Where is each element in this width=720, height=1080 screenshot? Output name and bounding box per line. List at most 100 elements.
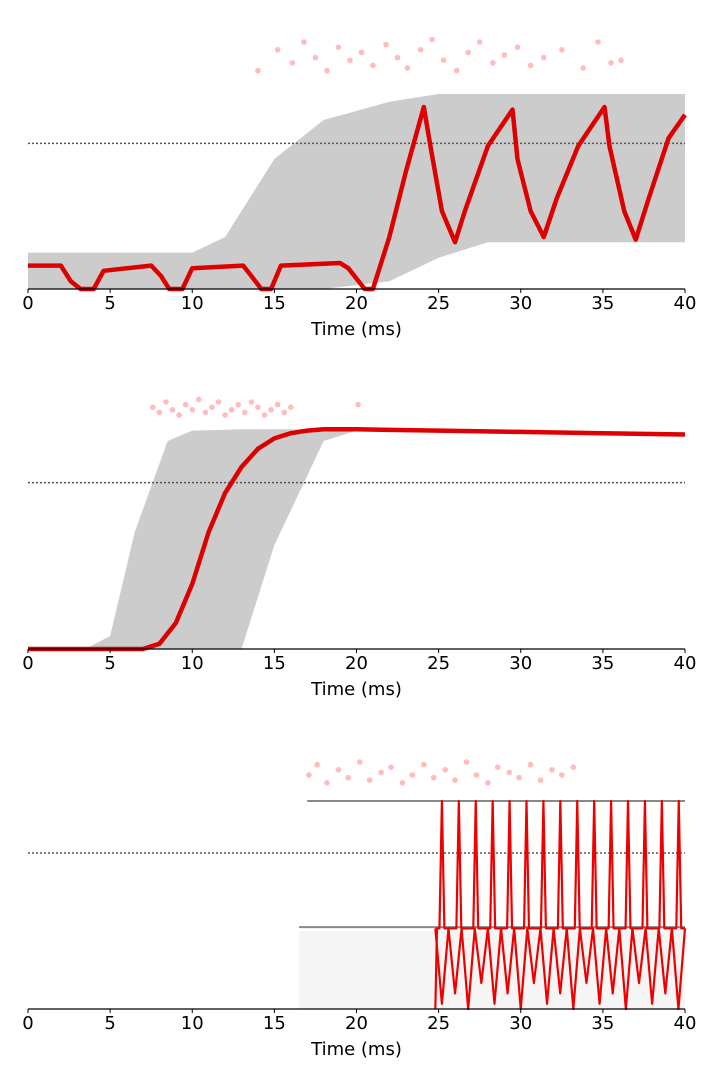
event-dot <box>176 412 182 418</box>
event-dot <box>209 404 215 411</box>
event-dot <box>430 774 437 781</box>
event-dot <box>442 767 448 773</box>
event-dot <box>540 54 547 61</box>
event-dot <box>580 65 586 71</box>
x-tick-label: 20 <box>345 293 368 314</box>
x-tick-label: 40 <box>674 1013 697 1034</box>
x-tick-label: 25 <box>427 653 450 674</box>
event-dot <box>255 67 261 74</box>
event-dot <box>189 407 196 413</box>
event-dot <box>248 399 255 405</box>
event-dot <box>274 401 281 408</box>
event-dot <box>608 60 614 66</box>
event-dot <box>514 44 521 50</box>
event-dot <box>222 412 228 418</box>
event-dot <box>506 769 513 776</box>
trace-line <box>434 799 685 1010</box>
x-tick-label: 0 <box>22 653 33 674</box>
event-dot <box>429 36 435 43</box>
event-dot <box>485 780 491 786</box>
event-dot <box>156 409 163 416</box>
event-dot <box>465 49 471 56</box>
trial-band <box>28 429 685 649</box>
event-dot <box>242 409 248 416</box>
event-dot <box>288 404 294 411</box>
event-dot <box>150 404 156 411</box>
event-dot <box>399 780 406 786</box>
x-tick-label: 10 <box>181 653 204 674</box>
event-dot <box>347 57 353 63</box>
x-tick-label: 5 <box>104 1013 115 1034</box>
event-dot <box>289 60 296 66</box>
event-dot <box>268 407 274 413</box>
event-dot <box>595 39 601 45</box>
event-dot <box>301 39 307 45</box>
event-dot <box>356 759 363 765</box>
event-dot <box>463 759 470 765</box>
x-tick-label: 0 <box>22 293 33 314</box>
x-tick-label: 15 <box>263 1013 286 1034</box>
event-dot <box>314 761 320 768</box>
event-dot <box>452 777 458 783</box>
event-dot <box>453 67 460 74</box>
x-tick-label: 35 <box>591 293 614 314</box>
x-tick-label: 20 <box>345 653 368 674</box>
event-dot <box>196 396 202 403</box>
event-dot <box>228 407 235 413</box>
x-tick-label: 5 <box>104 653 115 674</box>
event-dot <box>476 39 483 45</box>
event-dot <box>570 764 577 770</box>
event-dot <box>202 409 209 416</box>
event-dot <box>306 772 312 778</box>
event-dot <box>235 401 242 408</box>
event-dot <box>324 67 330 74</box>
x-tick-label: 10 <box>181 1013 204 1034</box>
event-dot <box>335 767 342 773</box>
event-dot <box>366 777 373 783</box>
trace-line <box>28 427 686 652</box>
event-dot <box>494 764 501 770</box>
event-dot <box>261 412 268 418</box>
event-dot <box>335 44 342 50</box>
trace-line <box>434 927 687 1011</box>
x-tick-label: 40 <box>674 653 697 674</box>
x-axis-label: Time (ms) <box>310 679 402 700</box>
event-dot <box>163 399 169 405</box>
x-tick-label: 40 <box>674 293 697 314</box>
event-dot <box>417 47 424 53</box>
event-dot <box>324 780 330 786</box>
event-dot <box>527 761 534 768</box>
x-tick-label: 15 <box>263 653 286 674</box>
event-dot <box>355 401 361 408</box>
x-tick-label: 15 <box>263 293 286 314</box>
x-axis-label: Time (ms) <box>310 1039 402 1060</box>
event-dot <box>388 764 394 770</box>
event-dot <box>215 399 222 405</box>
event-dot <box>559 47 565 53</box>
event-dot <box>537 777 544 783</box>
event-dot <box>440 57 447 63</box>
x-tick-label: 35 <box>591 653 614 674</box>
event-dot <box>473 772 480 778</box>
x-axis-label: Time (ms) <box>310 319 402 340</box>
event-dot <box>409 772 416 778</box>
event-dot <box>421 761 427 768</box>
x-tick-label: 25 <box>427 293 450 314</box>
event-dot <box>345 774 352 781</box>
event-dot <box>370 62 376 69</box>
x-tick-label: 30 <box>509 1013 532 1034</box>
event-dot <box>281 409 288 416</box>
event-dot <box>490 60 496 66</box>
event-dot <box>358 49 365 56</box>
event-dot <box>378 769 384 776</box>
x-tick-label: 30 <box>509 653 532 674</box>
x-tick-label: 10 <box>181 293 204 314</box>
x-tick-label: 30 <box>509 293 532 314</box>
event-dot <box>559 772 565 778</box>
event-dot <box>182 401 189 408</box>
event-dot <box>394 54 401 61</box>
event-dot <box>383 41 389 48</box>
trial-band <box>28 94 685 289</box>
event-dot <box>274 47 281 53</box>
